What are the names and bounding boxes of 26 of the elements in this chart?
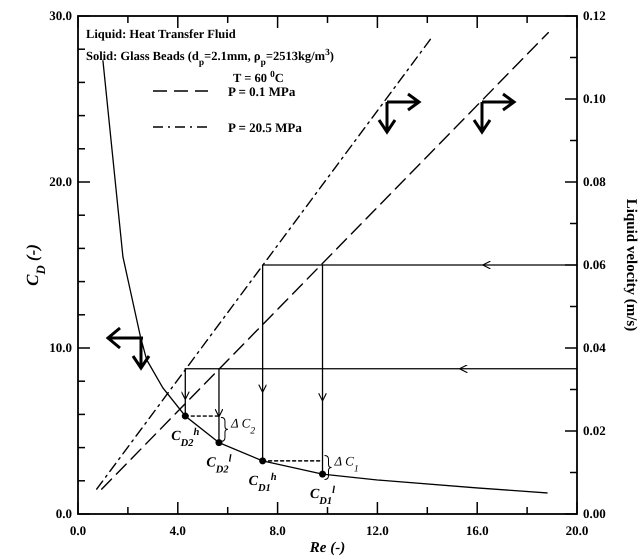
x-axis-title: Re (-) [308, 540, 346, 556]
y2-tick-label: 0.04 [583, 340, 606, 355]
legend-label: P = 20.5 MPa [228, 120, 302, 135]
annotation: Δ C$_{2}$ [230, 415, 256, 436]
y-tick-label: 10.0 [49, 340, 72, 355]
legend-label: P = 0.1 MPa [228, 84, 296, 99]
y2-tick-label: 0.02 [583, 423, 606, 438]
x-tick-label: 12.0 [366, 523, 389, 538]
annotation: T = 60 $^{0}$C [233, 70, 284, 85]
y-tick-label: 20.0 [49, 174, 72, 189]
annotation: Solid: Glass Beads (d$_{p}$=2.1mm, ρ$_{p}$=2513kg/m$^{3}$) [86, 48, 334, 68]
y2-tick-label: 0.08 [583, 174, 606, 189]
y-tick-label: 30.0 [49, 8, 72, 23]
y2-tick-label: 0.06 [583, 257, 606, 272]
annotation: Liquid: Heat Transfer Fluid [86, 27, 236, 41]
y2-axis-title: Liquid velocity (m/s) [623, 198, 639, 332]
x-tick-label: 20.0 [566, 523, 588, 538]
x-tick-label: 8.0 [269, 523, 286, 538]
y-tick-label: 0.0 [56, 506, 72, 521]
y2-tick-label: 0.12 [583, 8, 606, 23]
x-tick-label: 0.0 [70, 523, 86, 538]
x-tick-label: 16.0 [466, 523, 489, 538]
annotation: Δ C$_{1}$ [334, 454, 359, 474]
y2-tick-label: 0.00 [583, 506, 606, 521]
y2-tick-label: 0.10 [583, 91, 606, 106]
x-tick-label: 4.0 [170, 523, 186, 538]
